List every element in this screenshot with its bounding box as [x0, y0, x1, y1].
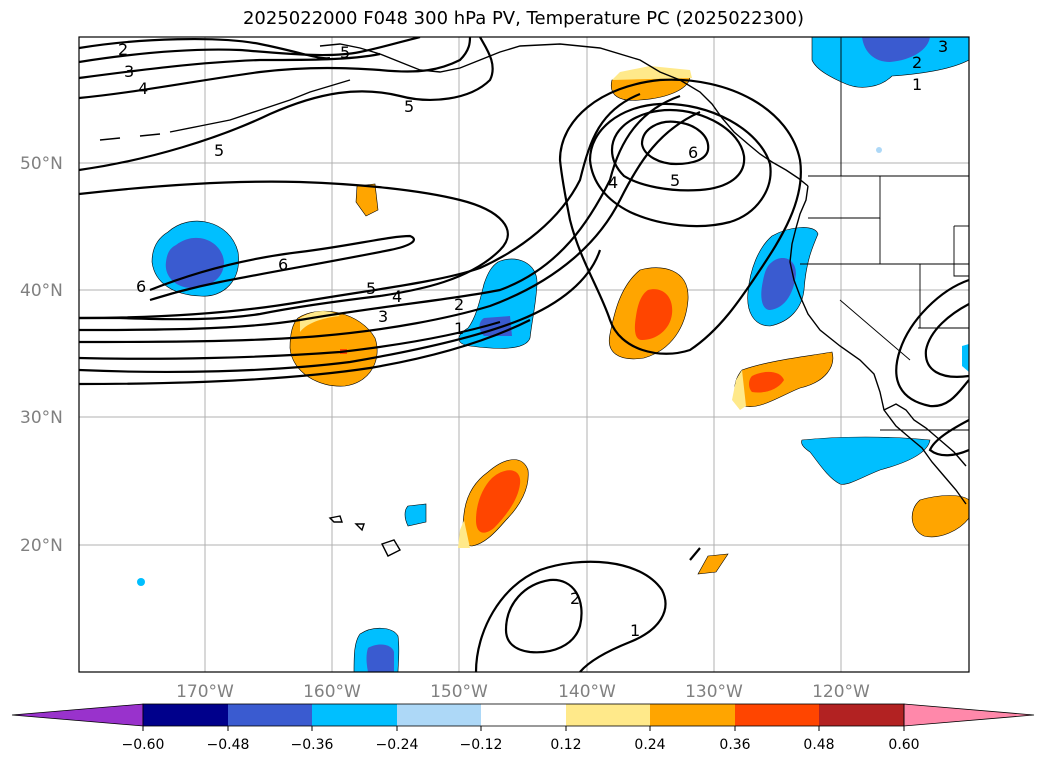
positive-anomaly-core: [634, 289, 673, 340]
contour-label: 3: [124, 62, 134, 81]
latitude-labels: 50°N 40°N 30°N 20°N: [20, 154, 63, 556]
lon-label-120w: 120°W: [812, 682, 870, 702]
lat-label-50n: 50°N: [20, 154, 63, 174]
contour-label: 3: [378, 307, 388, 326]
contour-label: 2: [570, 589, 580, 608]
positive-anomaly-region: [355, 183, 379, 217]
contour-label: 5: [214, 141, 224, 160]
colorbar-extend-left: [11, 703, 144, 727]
colorbar-tick: −0.48: [207, 737, 250, 753]
contour-label: 6: [136, 277, 146, 296]
contour-label: 6: [688, 143, 698, 162]
lon-label-150w: 150°W: [430, 682, 488, 702]
contour-label: 2: [912, 53, 922, 72]
colorbar-segment: [228, 704, 312, 726]
negative-anomaly-core: [366, 644, 394, 672]
positive-anomaly-core: [749, 371, 784, 393]
colorbar-tick: −0.24: [376, 737, 419, 753]
contour-label: 5: [366, 279, 376, 298]
lat-label-20n: 20°N: [20, 536, 63, 556]
colorbar-tick: −0.12: [460, 737, 503, 753]
negative-anomaly-core: [165, 237, 224, 288]
lon-label-160w: 160°W: [303, 682, 361, 702]
colorbar-segment: [143, 704, 228, 726]
map-area: [79, 37, 969, 672]
colorbar-segment: [819, 704, 904, 726]
contour-label: 3: [938, 37, 948, 56]
positive-anomaly-core: [476, 470, 521, 533]
colorbar-tick: 0.48: [803, 737, 834, 753]
contour-label: 5: [404, 97, 414, 116]
positive-anomaly-fringe: [300, 311, 340, 332]
contour-label: 1: [454, 319, 464, 338]
contour-label: 6: [278, 255, 288, 274]
contour-labels: 2 3 4 5 5 6 6 5 4 3 2 1 4 5 6 2 1 2 3 1 …: [118, 37, 948, 640]
contour-label: 2: [118, 40, 128, 59]
negative-anomaly-region: [404, 503, 427, 527]
colorbar-tick: 0.36: [719, 737, 750, 753]
colorbar-tick: −0.60: [122, 737, 165, 753]
negative-anomaly-region: [811, 37, 969, 88]
map-title: 2025022000 F048 300 hPa PV, Temperature …: [242, 8, 805, 29]
contour-label: 4: [608, 173, 618, 192]
contour-label: 2: [454, 295, 464, 314]
negative-anomaly-region: [876, 147, 882, 153]
colorbar-extend-right: [903, 703, 1035, 727]
colorbar-segment: [312, 704, 397, 726]
contour-label: 4: [392, 287, 402, 306]
negative-anomaly-region: [137, 578, 145, 586]
colorbar-tick: 0.12: [550, 737, 581, 753]
colorbar-tick: −0.36: [291, 737, 334, 753]
colorbar-segment: [397, 704, 481, 726]
positive-anomaly-region: [911, 495, 969, 538]
lon-label-130w: 130°W: [685, 682, 743, 702]
colorbar: −0.60 −0.48 −0.36 −0.24 −0.12 0.12 0.24 …: [11, 703, 1035, 753]
negative-anomaly-core: [761, 258, 796, 310]
contour-label: 4: [138, 79, 148, 98]
lat-label-30n: 30°N: [20, 408, 63, 428]
colorbar-segment: [481, 704, 566, 726]
positive-anomaly-region: [697, 553, 729, 575]
pv-contours: [79, 37, 969, 672]
lon-label-140w: 140°W: [558, 682, 616, 702]
contour-label: 5: [670, 171, 680, 190]
negative-anomaly-region: [801, 436, 931, 485]
lat-label-40n: 40°N: [20, 281, 63, 301]
colorbar-tick: 0.24: [634, 737, 665, 753]
contour-label: 1: [912, 75, 922, 94]
map-frame: [78, 36, 970, 673]
colorbar-segment: [650, 704, 735, 726]
negative-anomaly-region: [962, 344, 969, 372]
positive-anomaly-region: [289, 310, 378, 387]
colorbar-segment: [735, 704, 819, 726]
colorbar-segment: [566, 704, 650, 726]
lon-label-170w: 170°W: [176, 682, 234, 702]
colorbar-tick: 0.60: [888, 737, 919, 753]
negative-anomaly-core: [862, 37, 930, 62]
longitude-labels: 170°W 160°W 150°W 140°W 130°W 120°W: [176, 682, 870, 702]
coastlines: [99, 43, 967, 557]
contour-label: 5: [340, 43, 350, 62]
contour-label: 1: [630, 621, 640, 640]
positive-anomaly-fringe: [458, 520, 470, 548]
political-borders: [800, 37, 969, 431]
positive-anomaly-fringe: [732, 370, 746, 410]
